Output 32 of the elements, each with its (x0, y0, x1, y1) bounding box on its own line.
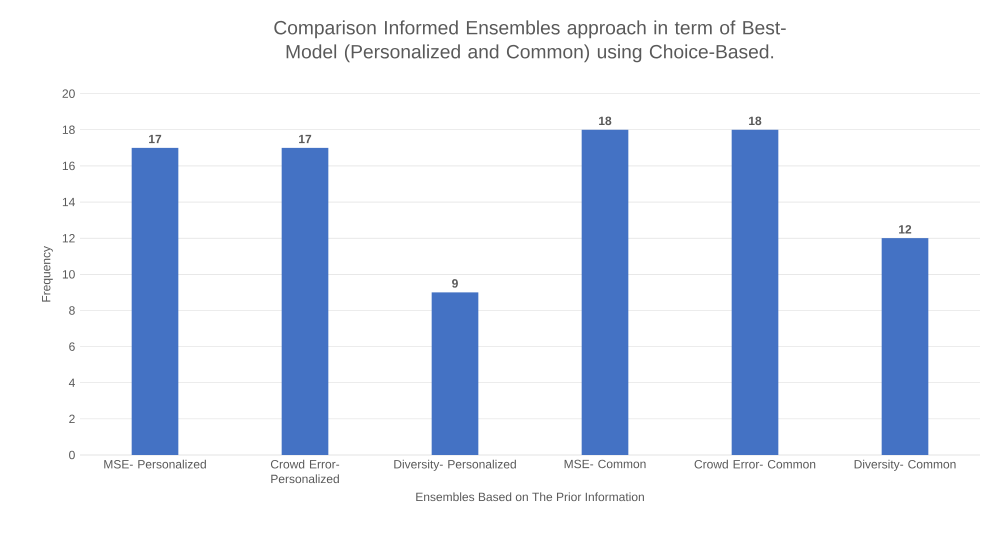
y-tick-label: 8 (69, 306, 75, 315)
x-tick-label: MSE- Common (564, 460, 646, 468)
bar (732, 130, 778, 455)
y-tick-label: 0 (69, 450, 75, 460)
x-tick-label: Crowd Error- Personalized (270, 460, 340, 484)
y-tick-label: 2 (69, 414, 75, 424)
data-label: 12 (899, 225, 912, 234)
y-tick-label: 14 (62, 198, 75, 206)
x-tick-label: MSE- Personalized (104, 460, 206, 469)
data-label: 17 (149, 134, 162, 144)
data-label: 17 (299, 134, 312, 144)
data-label: 9 (452, 279, 458, 288)
bar (132, 148, 178, 455)
x-tick-label: Diversity- Personalized (394, 460, 516, 471)
data-label: 18 (599, 116, 612, 126)
bar (882, 238, 928, 455)
chart-title: Comparison Informed Ensembles approach in term of Best-Model (Personalized and Common) using Choice-Based. (274, 20, 786, 62)
data-label: 18 (749, 116, 762, 126)
y-tick-label: 20 (62, 89, 75, 98)
bar (282, 148, 328, 455)
y-tick-label: 10 (62, 270, 75, 279)
bar (582, 130, 628, 455)
y-tick-label: 18 (62, 126, 75, 134)
x-tick-label: Diversity- Common (854, 460, 956, 471)
y-tick-label: 6 (69, 342, 75, 351)
x-axis-title: Ensembles Based on The Prior Information (416, 492, 644, 502)
y-axis-title: Frequency (42, 246, 53, 302)
bar (432, 292, 478, 455)
y-tick-label: 16 (62, 162, 75, 170)
y-tick-label: 4 (68, 378, 75, 387)
x-tick-label: Crowd Error- Common (694, 460, 816, 469)
y-tick-label: 12 (62, 234, 75, 242)
